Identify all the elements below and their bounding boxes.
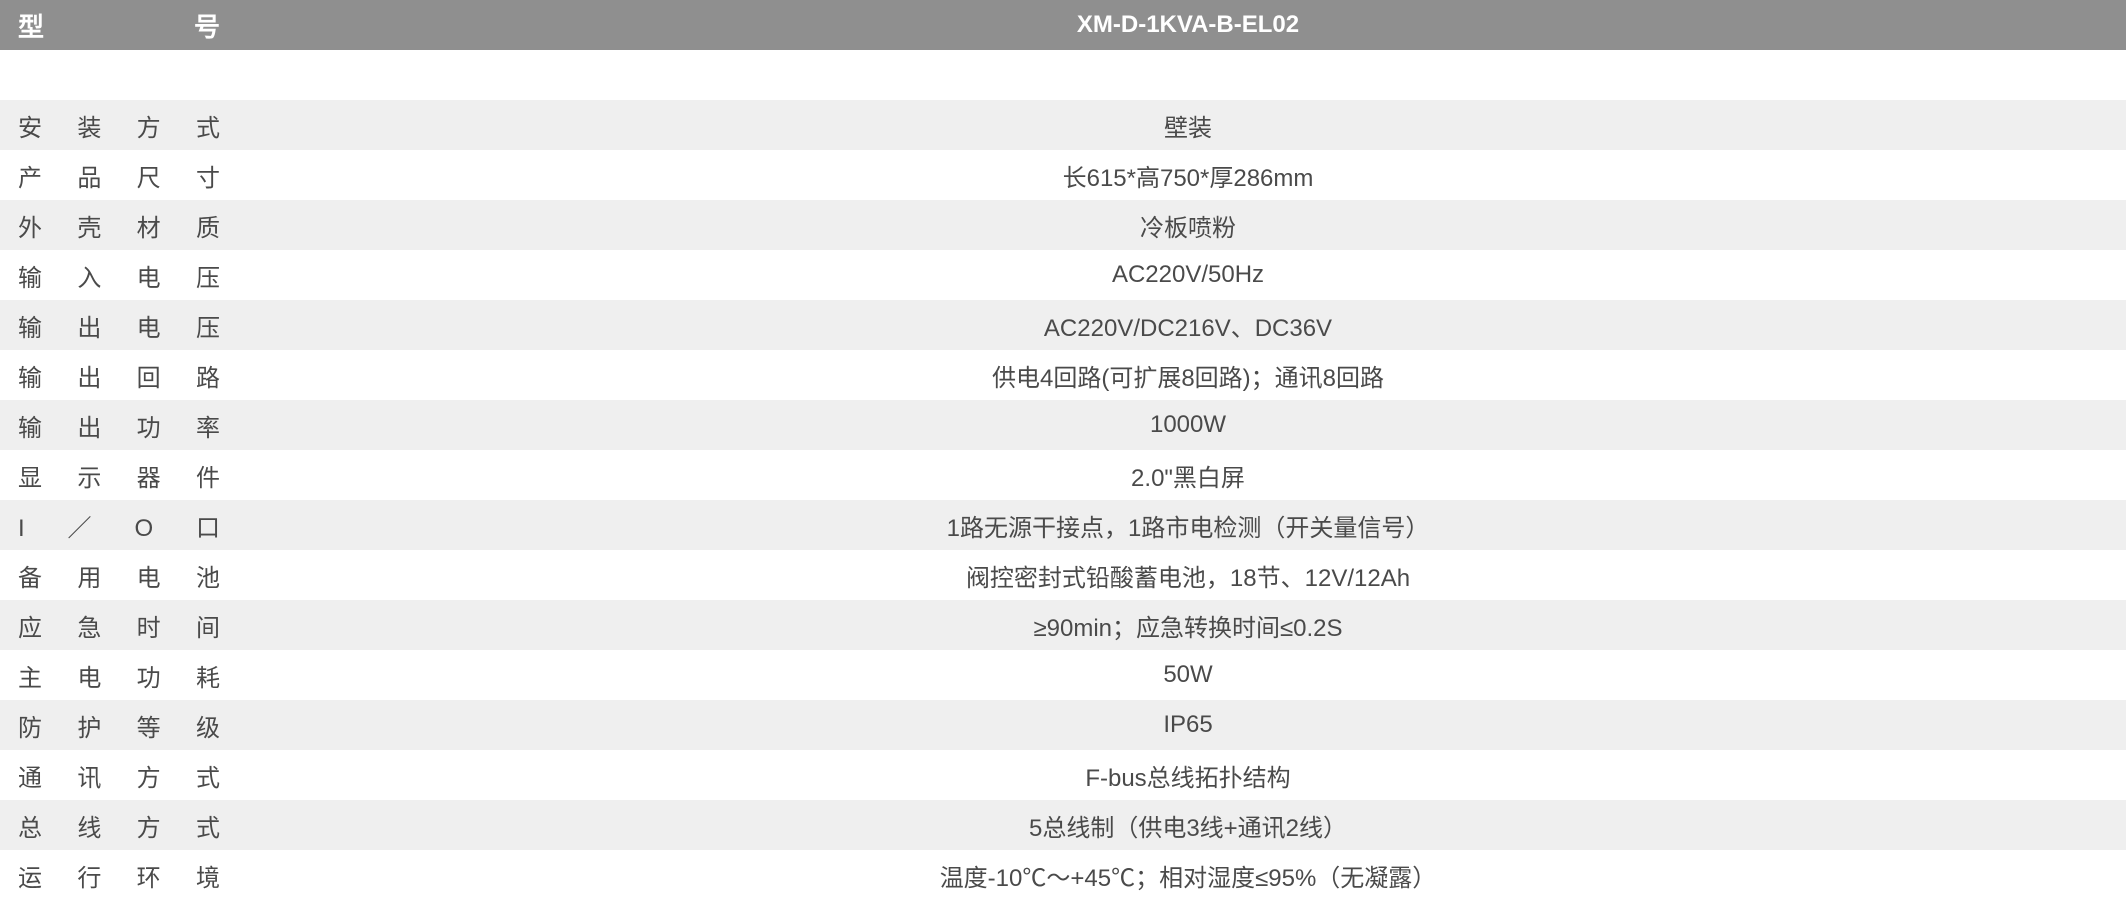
row-label: 输入电压 (0, 250, 250, 300)
spec-table: 型号 XM-D-1KVA-B-EL02 安装方式壁装产品尺寸长615*高750*… (0, 0, 2126, 900)
table-row: 通讯方式F-bus总线拓扑结构 (0, 750, 2126, 800)
table-row: 安装方式壁装 (0, 100, 2126, 150)
row-label: 输出功率 (0, 400, 250, 450)
table-row: 总线方式5总线制（供电3线+通讯2线） (0, 800, 2126, 850)
row-label: 产品尺寸 (0, 150, 250, 200)
row-value: AC220V/50Hz (250, 250, 2126, 300)
table-row: 输出回路供电4回路(可扩展8回路)；通讯8回路 (0, 350, 2126, 400)
row-value: 阀控密封式铅酸蓄电池，18节、12V/12Ah (250, 550, 2126, 600)
row-value: 温度-10℃～+45℃；相对湿度≤95%（无凝露） (250, 850, 2126, 900)
row-value: ≥90min；应急转换时间≤0.2S (250, 600, 2126, 650)
row-value: F-bus总线拓扑结构 (250, 750, 2126, 800)
header-value: XM-D-1KVA-B-EL02 (250, 0, 2126, 50)
row-label: 输出电压 (0, 300, 250, 350)
row-label: 通讯方式 (0, 750, 250, 800)
table-row: 输出电压AC220V/DC216V、DC36V (0, 300, 2126, 350)
row-value: 2.0"黑白屏 (250, 450, 2126, 500)
row-label: 总线方式 (0, 800, 250, 850)
row-label: 安装方式 (0, 100, 250, 150)
row-label: 应急时间 (0, 600, 250, 650)
table-row: 主电功耗50W (0, 650, 2126, 700)
table-row: 运行环境温度-10℃～+45℃；相对湿度≤95%（无凝露） (0, 850, 2126, 900)
table-row: 显示器件2.0"黑白屏 (0, 450, 2126, 500)
row-label: I／O口 (0, 500, 250, 550)
table-row: 输入电压AC220V/50Hz (0, 250, 2126, 300)
header-label: 型号 (0, 0, 250, 50)
row-label: 输出回路 (0, 350, 250, 400)
row-value: 5总线制（供电3线+通讯2线） (250, 800, 2126, 850)
row-value: IP65 (250, 700, 2126, 750)
table-row: 备用电池阀控密封式铅酸蓄电池，18节、12V/12Ah (0, 550, 2126, 600)
table-row: I／O口1路无源干接点，1路市电检测（开关量信号） (0, 500, 2126, 550)
row-value: 50W (250, 650, 2126, 700)
table-row: 应急时间≥90min；应急转换时间≤0.2S (0, 600, 2126, 650)
row-value: 壁装 (250, 100, 2126, 150)
row-value: AC220V/DC216V、DC36V (250, 300, 2126, 350)
row-value: 冷板喷粉 (250, 200, 2126, 250)
row-label: 显示器件 (0, 450, 250, 500)
row-label: 防护等级 (0, 700, 250, 750)
row-value: 1000W (250, 400, 2126, 450)
header-spacer (0, 50, 2126, 100)
header-row: 型号 XM-D-1KVA-B-EL02 (0, 0, 2126, 50)
row-label: 备用电池 (0, 550, 250, 600)
row-label: 外壳材质 (0, 200, 250, 250)
row-value: 供电4回路(可扩展8回路)；通讯8回路 (250, 350, 2126, 400)
row-label: 运行环境 (0, 850, 250, 900)
table-row: 外壳材质冷板喷粉 (0, 200, 2126, 250)
row-value: 1路无源干接点，1路市电检测（开关量信号） (250, 500, 2126, 550)
table-row: 防护等级IP65 (0, 700, 2126, 750)
table-row: 产品尺寸长615*高750*厚286mm (0, 150, 2126, 200)
row-label: 主电功耗 (0, 650, 250, 700)
table-row: 输出功率1000W (0, 400, 2126, 450)
row-value: 长615*高750*厚286mm (250, 150, 2126, 200)
